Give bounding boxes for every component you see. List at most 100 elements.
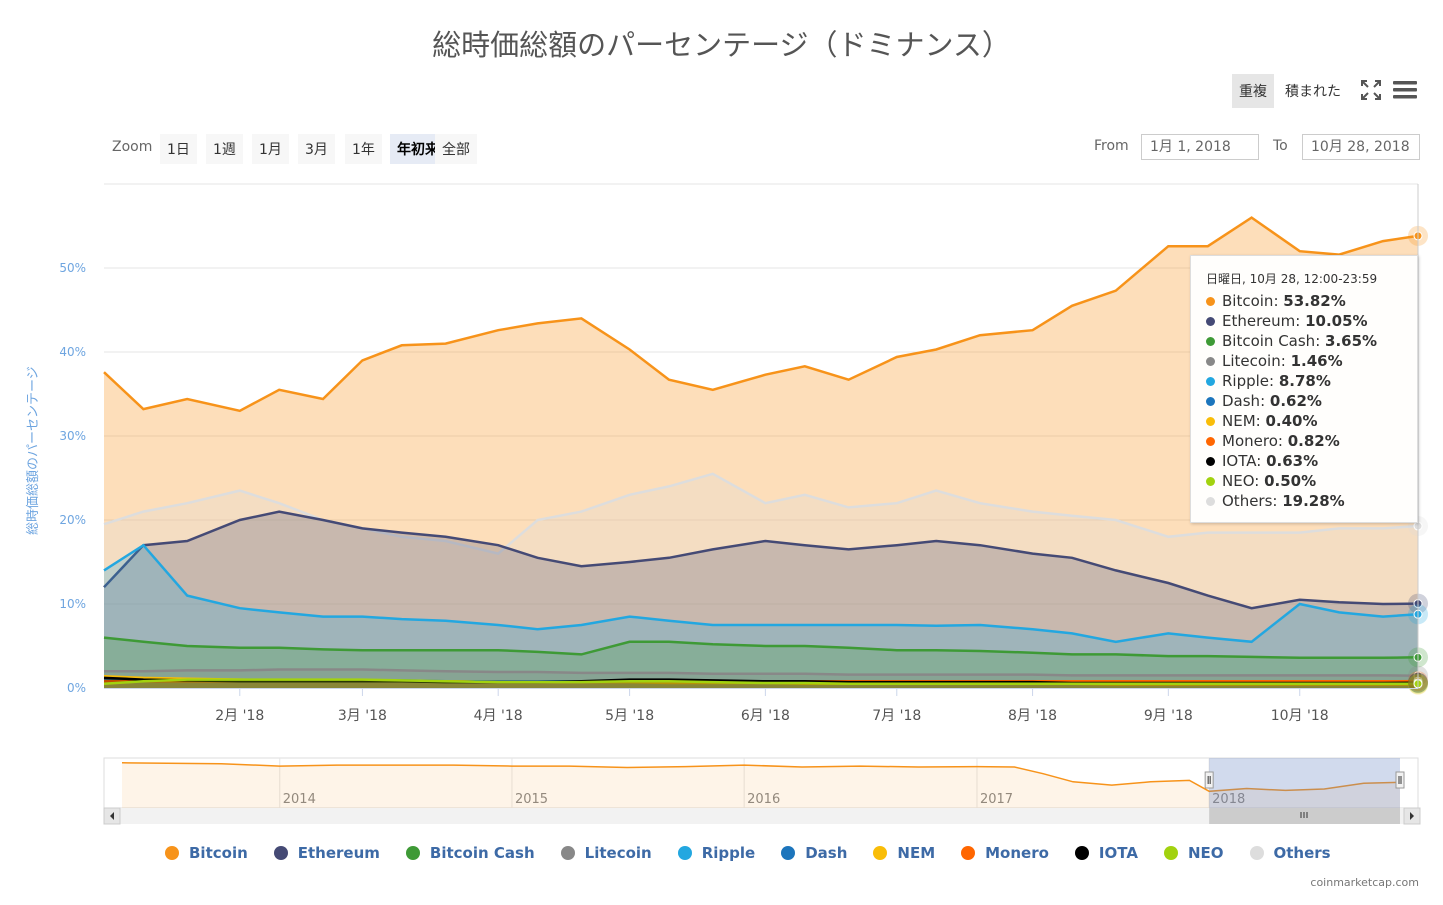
legend-dot-icon — [1074, 846, 1089, 860]
tooltip: 日曜日, 10月 28, 12:00-23:59 Bitcoin: 53.82%… — [1190, 255, 1418, 523]
navigator-selection[interactable] — [1209, 758, 1400, 808]
zoom-button[interactable]: 1日 — [160, 134, 197, 164]
zoom-button[interactable]: 全部 — [435, 134, 477, 164]
x-tick-label: 5月 '18 — [605, 708, 654, 724]
y-tick-label: 50% — [59, 261, 86, 275]
tooltip-series-name: Ripple — [1222, 372, 1270, 390]
legend-label: Others — [1273, 844, 1331, 862]
overlap-toggle[interactable]: 重複 — [1232, 74, 1274, 108]
line-litecoin[interactable] — [104, 668, 1419, 677]
legend-item[interactable]: Monero — [961, 844, 1049, 862]
tooltip-series-name: NEO — [1222, 472, 1255, 490]
series-dot-icon — [1206, 357, 1215, 366]
tooltip-series-name: Bitcoin Cash — [1222, 332, 1316, 350]
legend-item[interactable]: Litecoin — [560, 844, 652, 862]
chart-title: 総時価総額のパーセンテージ（ドミナンス） — [432, 28, 1011, 62]
legend-label: Bitcoin Cash — [429, 844, 535, 862]
legend-item[interactable]: Bitcoin Cash — [405, 844, 535, 862]
stacked-toggle[interactable]: 積まれた — [1285, 84, 1341, 100]
legend-label: Bitcoin — [189, 844, 248, 862]
legend-dot-icon — [781, 846, 796, 860]
tooltip-value: 53.82% — [1283, 292, 1346, 310]
legend-item[interactable]: Dash — [781, 844, 847, 862]
arrow-right-icon — [1410, 812, 1414, 820]
navigator-year-label: 2014 — [283, 792, 316, 807]
series-dot-icon — [1206, 317, 1215, 326]
line-bitcoin[interactable] — [103, 216, 1419, 413]
to-date-input[interactable]: 10月 28, 2018 — [1302, 134, 1420, 160]
line-ethereum[interactable] — [103, 510, 1419, 610]
navigator-line — [121, 762, 1401, 793]
legend-item[interactable]: Ripple — [677, 844, 755, 862]
legend-label: NEM — [897, 844, 936, 862]
tooltip-row: IOTA: 0.63% — [1206, 451, 1417, 471]
navigator-handle[interactable] — [1395, 771, 1405, 789]
legend-dot-icon — [873, 846, 888, 860]
series-dot-icon — [1206, 297, 1215, 306]
scrollbar-track[interactable] — [104, 808, 1420, 824]
legend-item[interactable]: Ethereum — [273, 844, 380, 862]
tooltip-value: 0.50% — [1264, 472, 1317, 490]
area-ripple — [104, 545, 1418, 688]
tooltip-value: 1.46% — [1290, 352, 1343, 370]
scrollbar-thumb[interactable] — [1209, 808, 1400, 824]
legend-label: Ethereum — [297, 844, 380, 862]
to-label: To — [1273, 138, 1288, 154]
tooltip-series-name: Monero — [1222, 432, 1278, 450]
legend-dot-icon — [165, 846, 179, 860]
legend-dot-icon — [1249, 846, 1264, 860]
zoom-button[interactable]: 1年 — [345, 134, 382, 164]
tooltip-row: NEM: 0.40% — [1206, 411, 1417, 431]
series-dot-icon — [1206, 417, 1215, 426]
credits-link[interactable]: coinmarketcap.com — [1310, 876, 1419, 889]
series-dot-icon — [1206, 497, 1215, 506]
zoom-label: Zoom — [112, 139, 153, 155]
zoom-button[interactable]: 1週 — [206, 134, 243, 164]
y-tick-label: 0% — [67, 681, 86, 695]
from-label: From — [1094, 138, 1129, 154]
legend-dot-icon — [1163, 846, 1178, 860]
x-tick-label: 4月 '18 — [474, 708, 523, 724]
tooltip-value: 0.62% — [1269, 392, 1322, 410]
legend-dot-icon — [273, 846, 288, 860]
zoom-button[interactable]: 1月 — [252, 134, 289, 164]
scrollbar-grip-icon — [1300, 812, 1308, 818]
tooltip-header: 日曜日, 10月 28, 12:00-23:59 — [1206, 272, 1378, 286]
line-ripple[interactable] — [103, 543, 1419, 644]
legend-item[interactable]: IOTA — [1074, 844, 1138, 862]
zoom-button[interactable]: 3月 — [298, 134, 335, 164]
tooltip-row: Ethereum: 10.05% — [1206, 311, 1417, 331]
navigator-handle[interactable] — [1204, 771, 1214, 789]
legend-item[interactable]: NEM — [873, 844, 935, 862]
y-tick-label: 10% — [59, 597, 86, 611]
legend-item[interactable]: Others — [1249, 844, 1331, 862]
legend-dot-icon — [677, 846, 692, 860]
line-neo[interactable] — [103, 678, 1418, 686]
series-dot-icon — [1206, 337, 1215, 346]
x-tick-label: 8月 '18 — [1008, 708, 1057, 724]
line-bitcoin-cash[interactable] — [103, 636, 1419, 660]
x-tick-label: 6月 '18 — [741, 708, 790, 724]
tooltip-value: 3.65% — [1325, 332, 1378, 350]
x-tick-label: 7月 '18 — [872, 708, 921, 724]
series-dot-icon — [1206, 437, 1215, 446]
legend-item[interactable]: Bitcoin — [165, 844, 248, 862]
area-ethereum — [104, 511, 1418, 688]
legend-label: Monero — [985, 844, 1049, 862]
from-date-input[interactable]: 1月 1, 2018 — [1141, 134, 1259, 160]
arrow-left-icon — [110, 812, 114, 820]
area-others — [104, 473, 1418, 688]
hamburger-icon[interactable] — [1393, 80, 1417, 100]
tooltip-row: Bitcoin: 53.82% — [1206, 291, 1417, 311]
navigator-area — [122, 762, 1400, 808]
legend-item[interactable]: NEO — [1163, 844, 1224, 862]
x-tick-label: 9月 '18 — [1144, 708, 1193, 724]
tooltip-series-name: Ethereum — [1222, 312, 1296, 330]
legend: Bitcoin Ethereum Bitcoin Cash Litecoin Rippl… — [165, 844, 1357, 862]
tooltip-value: 0.63% — [1266, 452, 1319, 470]
y-tick-label: 30% — [59, 429, 86, 443]
expand-icon[interactable] — [1360, 79, 1382, 101]
legend-label: Dash — [805, 844, 848, 862]
